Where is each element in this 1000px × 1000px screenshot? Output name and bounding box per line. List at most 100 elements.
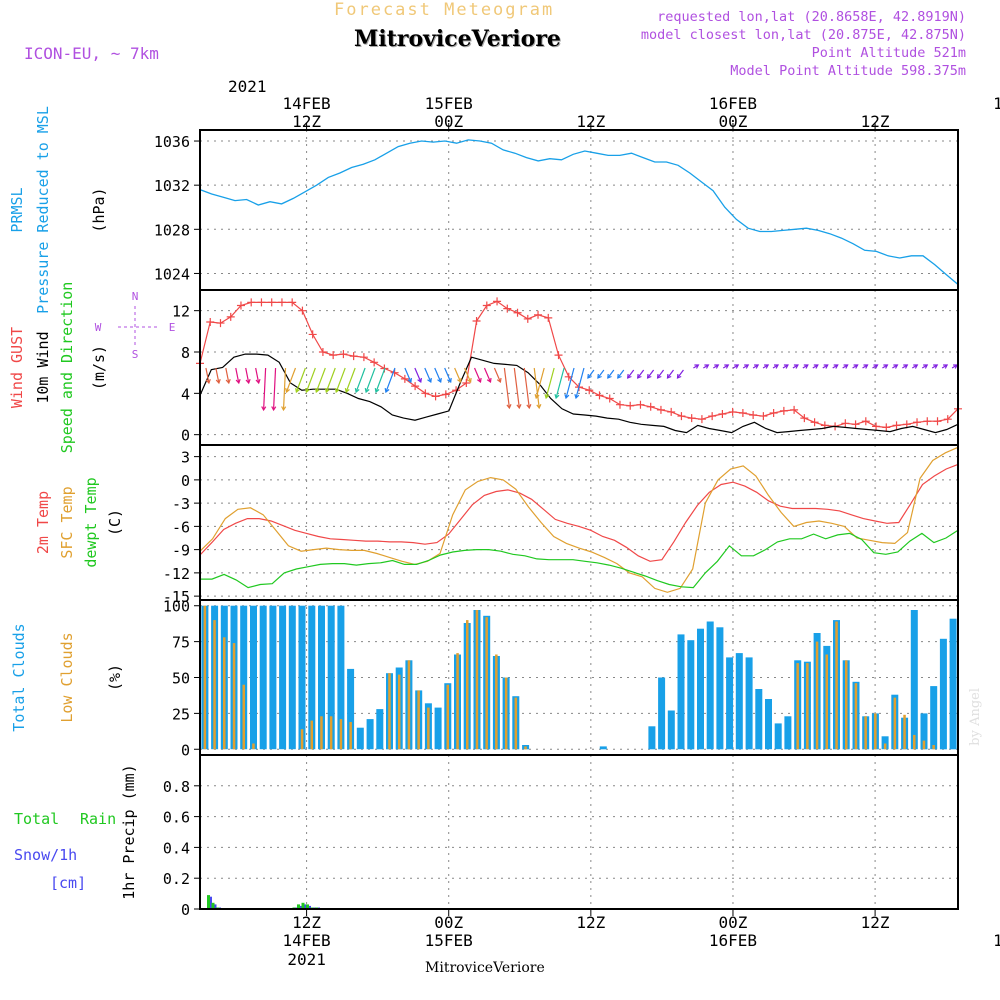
wind-direction-arrowhead bbox=[476, 377, 482, 384]
low-cloud-bar bbox=[893, 697, 897, 750]
panel-label-2-1: SFC Temp bbox=[58, 486, 76, 558]
wind-direction-arrow bbox=[575, 367, 585, 399]
low-cloud-bar bbox=[339, 719, 343, 750]
wind-direction-arrow bbox=[285, 367, 297, 393]
total-cloud-bar bbox=[930, 686, 938, 750]
wind-direction-arrowhead bbox=[744, 364, 750, 369]
wind-direction-arrowhead bbox=[496, 377, 502, 384]
low-cloud-bar bbox=[514, 697, 518, 750]
top-tick-day-1: 15FEB bbox=[425, 94, 473, 113]
gust-marker bbox=[933, 417, 942, 426]
wind-direction-arrowhead bbox=[656, 373, 662, 379]
low-cloud-bar bbox=[232, 643, 236, 750]
gust-marker bbox=[677, 412, 686, 421]
page-title: MitroviceVeriore bbox=[354, 26, 561, 52]
total-cloud-bar bbox=[434, 707, 442, 750]
total-cloud-bar bbox=[687, 640, 695, 750]
total-cloud-bar bbox=[250, 605, 257, 750]
bottom-tick-day-1: 15FEB bbox=[425, 931, 473, 950]
wind-direction-arrowhead bbox=[516, 404, 522, 410]
low-cloud-bar bbox=[213, 620, 216, 750]
gust-marker bbox=[216, 319, 225, 328]
bottom-tick-day-5: 17FEB bbox=[993, 931, 1000, 950]
wind-direction-arrow bbox=[434, 367, 442, 383]
wind-direction-arrowhead bbox=[285, 387, 290, 394]
gust-marker bbox=[247, 298, 256, 307]
wind-direction-arrowhead bbox=[704, 364, 710, 369]
wind-direction-arrow bbox=[355, 367, 366, 393]
gust-marker bbox=[810, 418, 819, 427]
gust-marker bbox=[513, 308, 522, 317]
wind-direction-arrow bbox=[535, 367, 545, 399]
ytick-label-1-1: 4 bbox=[181, 385, 190, 403]
total-cloud-bar bbox=[726, 657, 734, 750]
top-year-label: 2021 bbox=[228, 77, 267, 96]
gust-marker bbox=[861, 417, 870, 426]
total-cloud-bar bbox=[376, 709, 384, 750]
panel-frame-2 bbox=[199, 444, 959, 601]
wind-direction-arrow bbox=[597, 369, 605, 379]
ytick-label-2-5: -12 bbox=[163, 565, 190, 583]
ytick-label-3-0: 0 bbox=[181, 741, 190, 759]
wind-direction-arrowhead bbox=[334, 387, 340, 394]
wind-direction-arrow bbox=[325, 367, 336, 393]
panel-label-0-0: PRMSL bbox=[8, 187, 26, 232]
compass-s: S bbox=[132, 348, 139, 361]
total-cloud-bar bbox=[735, 653, 743, 750]
ytick-label-2-3: -6 bbox=[172, 518, 190, 536]
wind-direction-arrowhead bbox=[893, 364, 899, 369]
wind-direction-arrowhead bbox=[607, 373, 612, 379]
ytick-label-4-1: 0.2 bbox=[163, 870, 190, 888]
wind-direction-arrowhead bbox=[833, 364, 839, 369]
panel-unit-1: (m/s) bbox=[90, 345, 108, 390]
wind-direction-arrowhead bbox=[724, 364, 730, 369]
wind-direction-arrowhead bbox=[324, 387, 330, 394]
ytick-label-3-1: 25 bbox=[172, 705, 190, 723]
low-cloud-bar bbox=[883, 743, 887, 750]
gust-marker bbox=[697, 415, 706, 424]
gust-marker bbox=[615, 400, 624, 409]
total-cloud-bar bbox=[745, 657, 753, 750]
wind-direction-arrowhead bbox=[793, 364, 799, 369]
gust-marker bbox=[800, 414, 809, 423]
gust-marker bbox=[288, 298, 297, 307]
temp-line-1 bbox=[199, 446, 959, 593]
model-name: ICON-EU, ~ 7km bbox=[24, 44, 159, 63]
low-cloud-bar bbox=[932, 745, 935, 750]
wind-direction-arrowhead bbox=[774, 364, 780, 369]
wind-direction-arrow bbox=[454, 367, 462, 383]
low-cloud-bar bbox=[398, 674, 401, 750]
wind-direction-arrow bbox=[473, 367, 482, 383]
low-cloud-bar bbox=[854, 683, 858, 750]
total-cloud-bar bbox=[599, 746, 607, 750]
gust-marker bbox=[656, 405, 665, 414]
wind-direction-arrowhead bbox=[627, 373, 632, 379]
wind-direction-arrowhead bbox=[235, 379, 241, 385]
wind-direction-arrowhead bbox=[271, 406, 277, 412]
bottom-tick-year-0: 2021 bbox=[287, 950, 326, 969]
low-cloud-bar bbox=[903, 714, 906, 750]
closest-location: model closest lon,lat (20.875E, 42.875N) bbox=[640, 27, 966, 43]
wind-direction-arrow bbox=[345, 367, 356, 393]
wind-direction-arrow bbox=[385, 367, 396, 393]
ytick-label-0-2: 1032 bbox=[154, 177, 190, 195]
gust-marker bbox=[236, 301, 245, 310]
gust-marker bbox=[851, 420, 860, 429]
wind-direction-arrow bbox=[444, 367, 452, 383]
precip-snow-bar bbox=[300, 905, 302, 909]
gust-marker bbox=[267, 298, 276, 307]
gust-marker bbox=[872, 422, 881, 431]
wind-direction-arrowhead bbox=[281, 406, 287, 412]
low-cloud-bar bbox=[388, 673, 391, 750]
low-cloud-bar bbox=[446, 684, 449, 750]
wind-direction-arrowhead bbox=[734, 364, 740, 369]
gust-marker bbox=[779, 406, 788, 415]
precip-snow-bar bbox=[309, 905, 311, 909]
requested-location: requested lon,lat (20.8658E, 42.8919N) bbox=[657, 9, 966, 25]
wind-direction-arrow bbox=[245, 367, 250, 384]
total-cloud-bar bbox=[697, 628, 704, 750]
gust-marker bbox=[298, 306, 307, 315]
gust-marker bbox=[472, 317, 481, 325]
low-cloud-bar bbox=[242, 684, 245, 750]
